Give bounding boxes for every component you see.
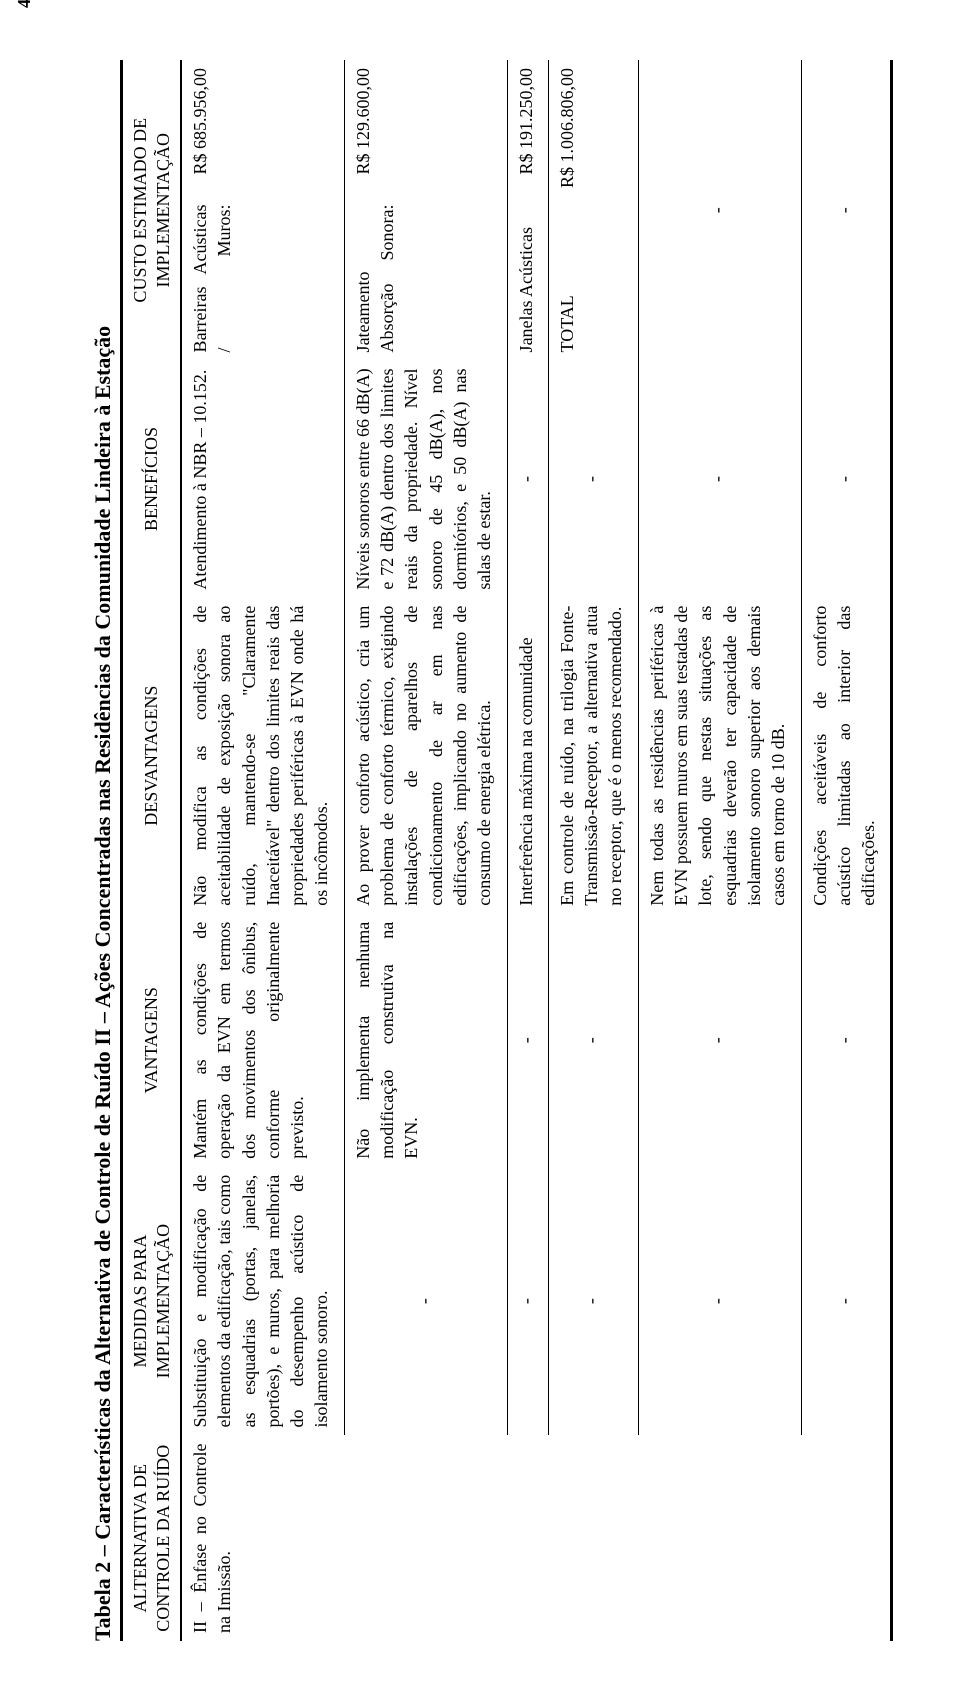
col-header: DESVANTAGENS: [122, 598, 182, 914]
table-cell: -: [638, 1167, 801, 1436]
table-cell: II – Ênfase no Controle na Imissão.: [181, 1435, 892, 1641]
table-cell: -: [344, 1167, 507, 1436]
col-header: MEDIDAS PARA IMPLEMENTAÇÃO: [122, 1167, 182, 1436]
table-cell: -: [507, 914, 548, 1167]
table-cell: -: [801, 914, 892, 1167]
cost-label: TOTAL: [555, 205, 579, 353]
cost-cell: -: [801, 60, 892, 360]
table-body: II – Ênfase no Controle na Imissão.Subst…: [181, 60, 892, 1641]
cost-label: Janelas Acústicas: [514, 205, 538, 353]
cost-cell: Janelas Acústicas R$ 191.250,00: [507, 60, 548, 360]
table-title: Tabela 2 – Características da Alternativ…: [90, 60, 116, 1641]
table-row: II – Ênfase no Controle na Imissão.Subst…: [181, 60, 344, 1641]
col-header: BENEFÍCIOS: [122, 360, 182, 597]
col-header: CUSTO ESTIMADO DE IMPLEMENTAÇÃO: [122, 60, 182, 360]
page-content: Tabela 2 – Características da Alternativ…: [0, 0, 960, 1701]
cost-value: R$ 685.956,00: [188, 68, 237, 197]
table-cell: -: [507, 1167, 548, 1436]
table-cell: Não modifica as condições de aceitabilid…: [181, 598, 344, 914]
table-cell: -: [507, 360, 548, 597]
table-cell: Substituição e modificação de elementos …: [181, 1167, 344, 1436]
characteristics-table: ALTERNATIVA DE CONTROLE DA RUÍDO MEDIDAS…: [120, 60, 893, 1641]
table-cell: -: [801, 360, 892, 597]
table-row: --Interferência máxima na comunidade-Jan…: [507, 60, 548, 1641]
cost-value: R$ 191.250,00: [514, 68, 538, 197]
table-cell: Condições aceitáveis de conforto acústic…: [801, 598, 892, 914]
table-row: -Não implementa nenhuma modificação cons…: [344, 60, 507, 1641]
table-cell: -: [801, 1167, 892, 1436]
table-cell: Níveis sonoros entre 66 dB(A) e 72 dB(A)…: [344, 360, 507, 597]
table-cell: Nem todas as residências periféricas à E…: [638, 598, 801, 914]
table-row: --Em controle de ruído, na trilogia Font…: [548, 60, 638, 1641]
table-cell: -: [548, 360, 638, 597]
table-cell: Ao prover conforto acústico, cria um pro…: [344, 598, 507, 914]
table-cell: Mantém as condições de operação da EVN e…: [181, 914, 344, 1167]
cost-label: Barreiras Acústicas / Muros:: [188, 205, 237, 353]
col-header: VANTAGENS: [122, 914, 182, 1167]
table-row: --Nem todas as residências periféricas à…: [638, 60, 801, 1641]
cost-cell: -: [638, 60, 801, 360]
cost-label: Jateamento Absorção Sonora:: [351, 205, 400, 353]
table-row: --Condições aceitáveis de conforto acúst…: [801, 60, 892, 1641]
table-header-row: ALTERNATIVA DE CONTROLE DA RUÍDO MEDIDAS…: [122, 60, 182, 1641]
table-cell: -: [548, 1167, 638, 1436]
table-cell: -: [548, 914, 638, 1167]
cost-cell: Barreiras Acústicas / Muros: R$ 685.956,0…: [181, 60, 344, 360]
table-cell: -: [638, 914, 801, 1167]
cost-cell: TOTAL R$ 1.006.806,00: [548, 60, 638, 360]
cost-cell: Jateamento Absorção Sonora: R$ 129.600,00: [344, 60, 507, 360]
cost-value: R$ 129.600,00: [351, 68, 400, 197]
table-cell: -: [638, 360, 801, 597]
col-header: ALTERNATIVA DE CONTROLE DA RUÍDO: [122, 1435, 182, 1641]
cost-value: R$ 1.006.806,00: [555, 68, 579, 197]
table-cell: Em controle de ruído, na trilogia Fonte-…: [548, 598, 638, 914]
table-cell: Interferência máxima na comunidade: [507, 598, 548, 914]
table-cell: Não implementa nenhuma modificação const…: [344, 914, 507, 1167]
table-cell: Atendimento à NBR – 10.152.: [181, 360, 344, 597]
